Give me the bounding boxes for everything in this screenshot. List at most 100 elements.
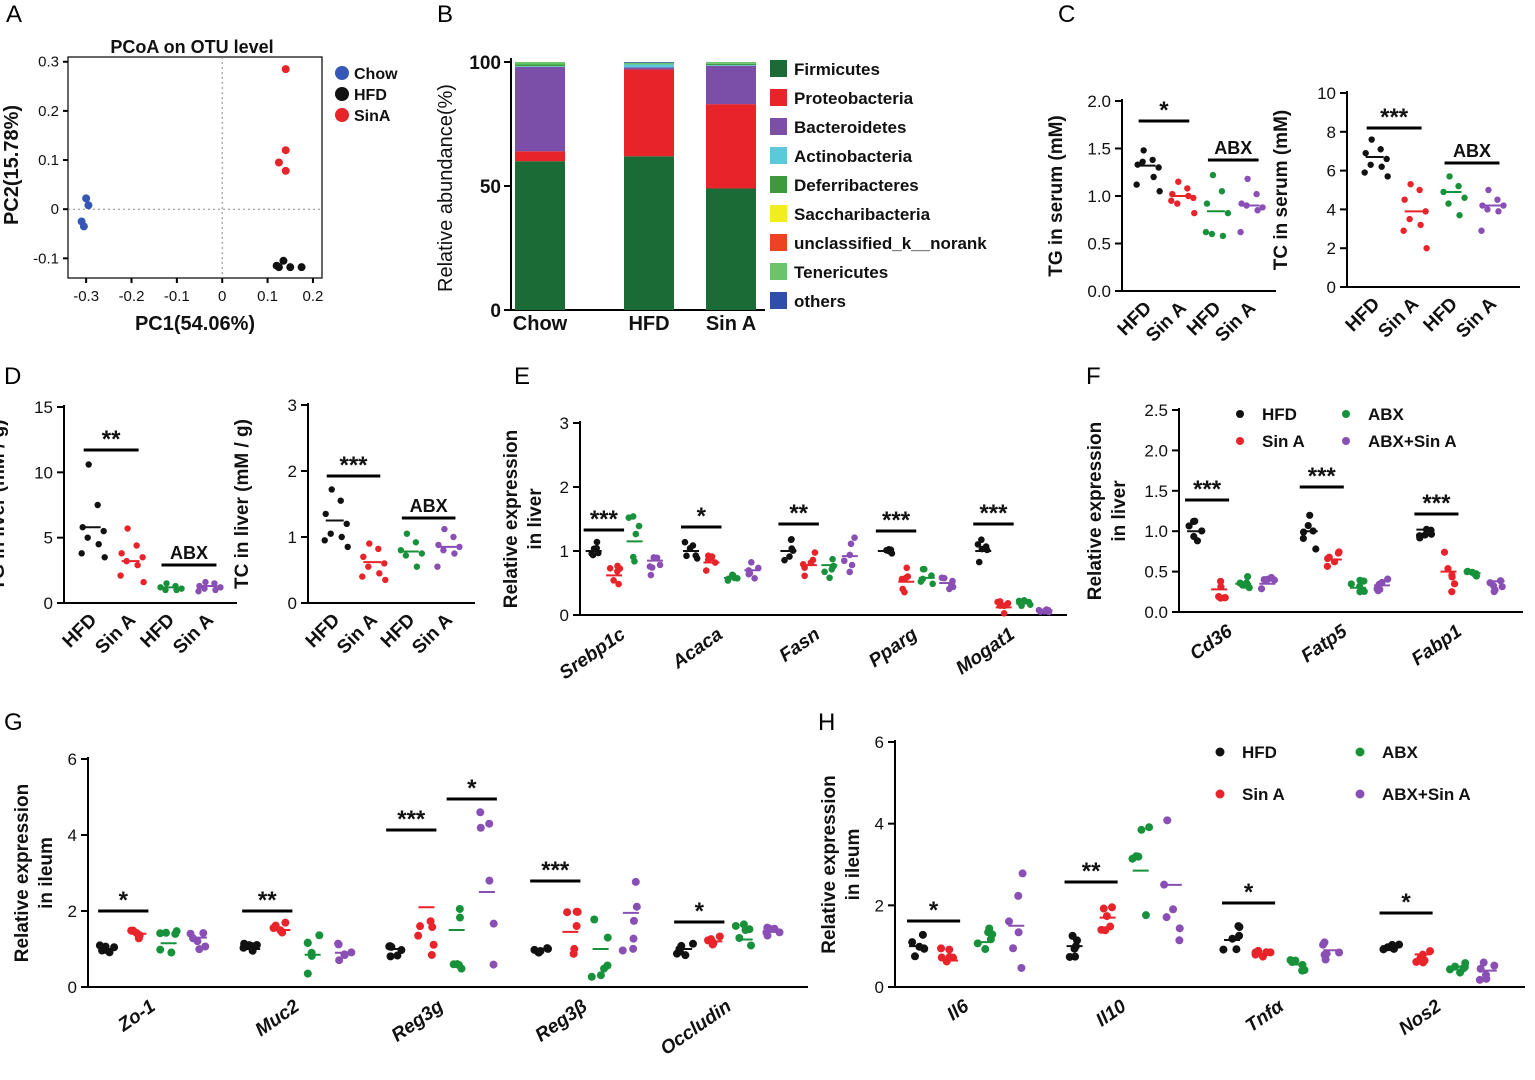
abundance-bar-segment-actinobacteria [624, 64, 674, 68]
tg-serum-point [1150, 173, 1157, 181]
ileum-inflammation-sig-label: ** [1082, 858, 1101, 885]
liver-lipogenesis-point [647, 571, 655, 579]
pcoa-point-hfd [279, 256, 288, 265]
ileum-barrier-point [603, 961, 612, 970]
liver-lipogenesis-gene-label: Fasn [776, 624, 824, 667]
tg-serum-point [1219, 232, 1227, 240]
tc-serum-point [1377, 146, 1384, 153]
liver-lipogenesis-point [615, 580, 622, 588]
ileum-inflammation-point [1479, 958, 1488, 967]
ileum-inflammation-point [1071, 952, 1080, 961]
tc-liver-ytick-label: 0 [288, 594, 297, 613]
abundance-legend-label: Bacteroidetes [794, 118, 906, 137]
liver-lipogenesis-point [646, 563, 654, 570]
tc-liver-point [328, 486, 335, 493]
pcoa-x-axis-label: PC1(54.06%) [135, 313, 255, 335]
tc-liver-ytick-label: 2 [288, 462, 297, 481]
liver-lipogenesis-point [702, 567, 710, 574]
ileum-inflammation-gene-label: Il6 [943, 996, 973, 1026]
liver-uptake-sig-label: *** [1193, 476, 1222, 503]
tc-liver-point [413, 563, 421, 570]
tg-serum-point [1155, 164, 1162, 171]
tc-liver-point [322, 510, 329, 518]
ileum-barrier-point [427, 950, 436, 959]
tg-liver-sig-label: ** [102, 426, 121, 453]
tg-liver-point [95, 541, 102, 548]
ileum-inflammation-ytick-label: 2 [875, 896, 884, 915]
liver-uptake-ytick-label: 0.5 [1144, 563, 1168, 582]
pcoa-xtick-label: -0.3 [73, 288, 99, 305]
ileum-inflammation-point [1228, 934, 1237, 943]
tc-liver-point [441, 525, 448, 533]
ileum-barrier-point [134, 934, 143, 943]
liver-lipogenesis-point [593, 538, 601, 546]
tc-liver-category-label: Sin A [333, 609, 382, 658]
tg-liver-point [78, 550, 85, 557]
ileum-barrier-point [335, 956, 344, 965]
liver-uptake-ytick-label: 1.0 [1144, 522, 1168, 541]
liver-lipogenesis-point [1000, 610, 1008, 617]
liver-uptake-sig-label: *** [1422, 490, 1451, 517]
liver-uptake-point [1360, 587, 1368, 595]
tc-serum-point [1495, 208, 1502, 215]
liver-uptake-ytick-label: 2.0 [1144, 441, 1168, 460]
liver-lipogenesis-point [746, 569, 754, 577]
ileum-inflammation-legend-marker [1215, 747, 1225, 757]
liver-lipogenesis-point [846, 568, 854, 576]
ileum-inflammation-point [1017, 963, 1026, 972]
liver-lipogenesis-point [826, 574, 833, 582]
tc-liver-abx-label: ABX [410, 496, 448, 516]
ileum-barrier-point [416, 922, 425, 931]
ileum-barrier-point [603, 933, 612, 942]
abundance-bar-segment-bacteroidetes [624, 67, 674, 70]
abundance-bar-segment-proteobacteria [706, 104, 756, 189]
tg-liver-point [84, 534, 91, 541]
liver-uptake-point [1257, 585, 1266, 593]
liver-uptake-point [1304, 521, 1312, 530]
ileum-inflammation-point [1319, 940, 1328, 949]
abundance-category-label: Chow [513, 313, 568, 335]
liver-uptake-legend-label: HFD [1262, 405, 1297, 424]
pcoa-point-chow [79, 222, 88, 231]
panel-letter-b: B [437, 1, 453, 28]
ileum-barrier-extra-sig-label: * [467, 775, 477, 802]
liver-lipogenesis-point [846, 551, 854, 559]
tc-liver-point [381, 560, 388, 567]
ileum-barrier-point [156, 945, 165, 954]
tc-liver-point [365, 563, 372, 570]
liver-lipogenesis-sig-label: ** [789, 500, 808, 527]
abundance-ytick-label: 0 [490, 301, 501, 322]
liver-lipogenesis-point [847, 540, 855, 548]
tg-liver-point [178, 585, 185, 592]
ileum-barrier-point [618, 946, 627, 955]
tc-liver-y-axis-label: TC in liver (mM / g) [232, 419, 253, 589]
tc-liver-point [337, 497, 344, 504]
tc-liver-point [412, 539, 420, 546]
liver-uptake-point [1384, 575, 1392, 583]
liver-uptake-gene-label: Cd36 [1186, 621, 1236, 665]
ileum-barrier-ytick-label: 2 [68, 902, 77, 921]
ileum-barrier-point [429, 940, 438, 949]
tc-serum-point [1368, 136, 1375, 143]
liver-uptake-point [1444, 565, 1452, 573]
liver-lipogenesis-point [683, 552, 690, 560]
ileum-barrier-point [167, 948, 176, 957]
ileum-barrier-point [162, 928, 171, 937]
tg-liver-point [212, 586, 219, 594]
panel-letter-g: G [4, 709, 23, 736]
liver-uptake-point [1448, 588, 1456, 596]
ileum-barrier-point [763, 931, 772, 940]
abundance-bar-segment-tenericutes [515, 62, 565, 65]
ileum-inflammation-ytick-label: 0 [875, 978, 884, 997]
liver-uptake-point [1416, 534, 1424, 542]
abundance-legend-label: Firmicutes [794, 60, 880, 79]
abundance-legend-swatch [770, 292, 787, 309]
pcoa-point-sina [281, 166, 290, 175]
pcoa-xtick-label: -0.1 [164, 288, 190, 305]
abundance-bar-segment-actinobacteria [515, 66, 565, 67]
abundance-bar-segment-tenericutes [706, 62, 756, 64]
liver-uptake-y-axis-label: in liver [1109, 480, 1130, 542]
ileum-inflammation-ytick-label: 6 [875, 733, 884, 752]
liver-uptake-point [1312, 545, 1320, 553]
